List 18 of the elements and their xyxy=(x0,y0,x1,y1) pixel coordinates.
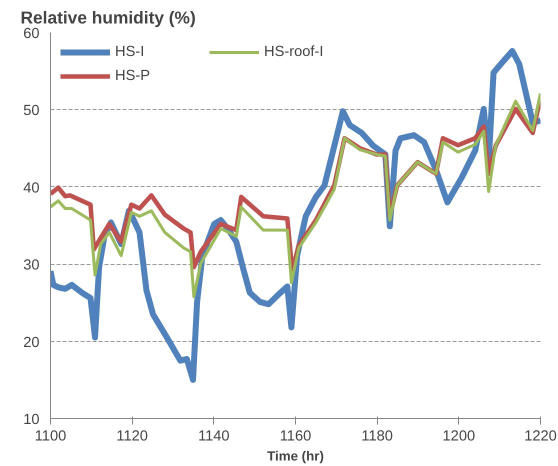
x-tick-label: 1100 xyxy=(34,428,66,444)
y-tick-label: 40 xyxy=(23,180,40,196)
chart-title: Relative humidity (%) xyxy=(20,8,196,28)
y-tick-label: 60 xyxy=(23,26,40,42)
legend-label: HS-roof-I xyxy=(264,44,324,60)
legend-label: HS-I xyxy=(115,44,146,60)
x-tick-label: 1140 xyxy=(198,428,230,444)
y-tick-label: 10 xyxy=(23,412,40,428)
x-axis-title: Time (hr) xyxy=(267,448,324,464)
x-tick-label: 1160 xyxy=(280,428,312,444)
x-tick-label: 1220 xyxy=(524,428,557,444)
x-tick-label: 1180 xyxy=(361,428,393,444)
y-tick-label: 50 xyxy=(23,103,40,120)
x-tick-label: 1120 xyxy=(116,428,148,444)
y-tick-label: 20 xyxy=(23,334,40,351)
y-tick-label: 30 xyxy=(23,258,40,274)
x-tick-label: 1200 xyxy=(442,428,476,444)
legend-label: HS-P xyxy=(115,68,152,84)
